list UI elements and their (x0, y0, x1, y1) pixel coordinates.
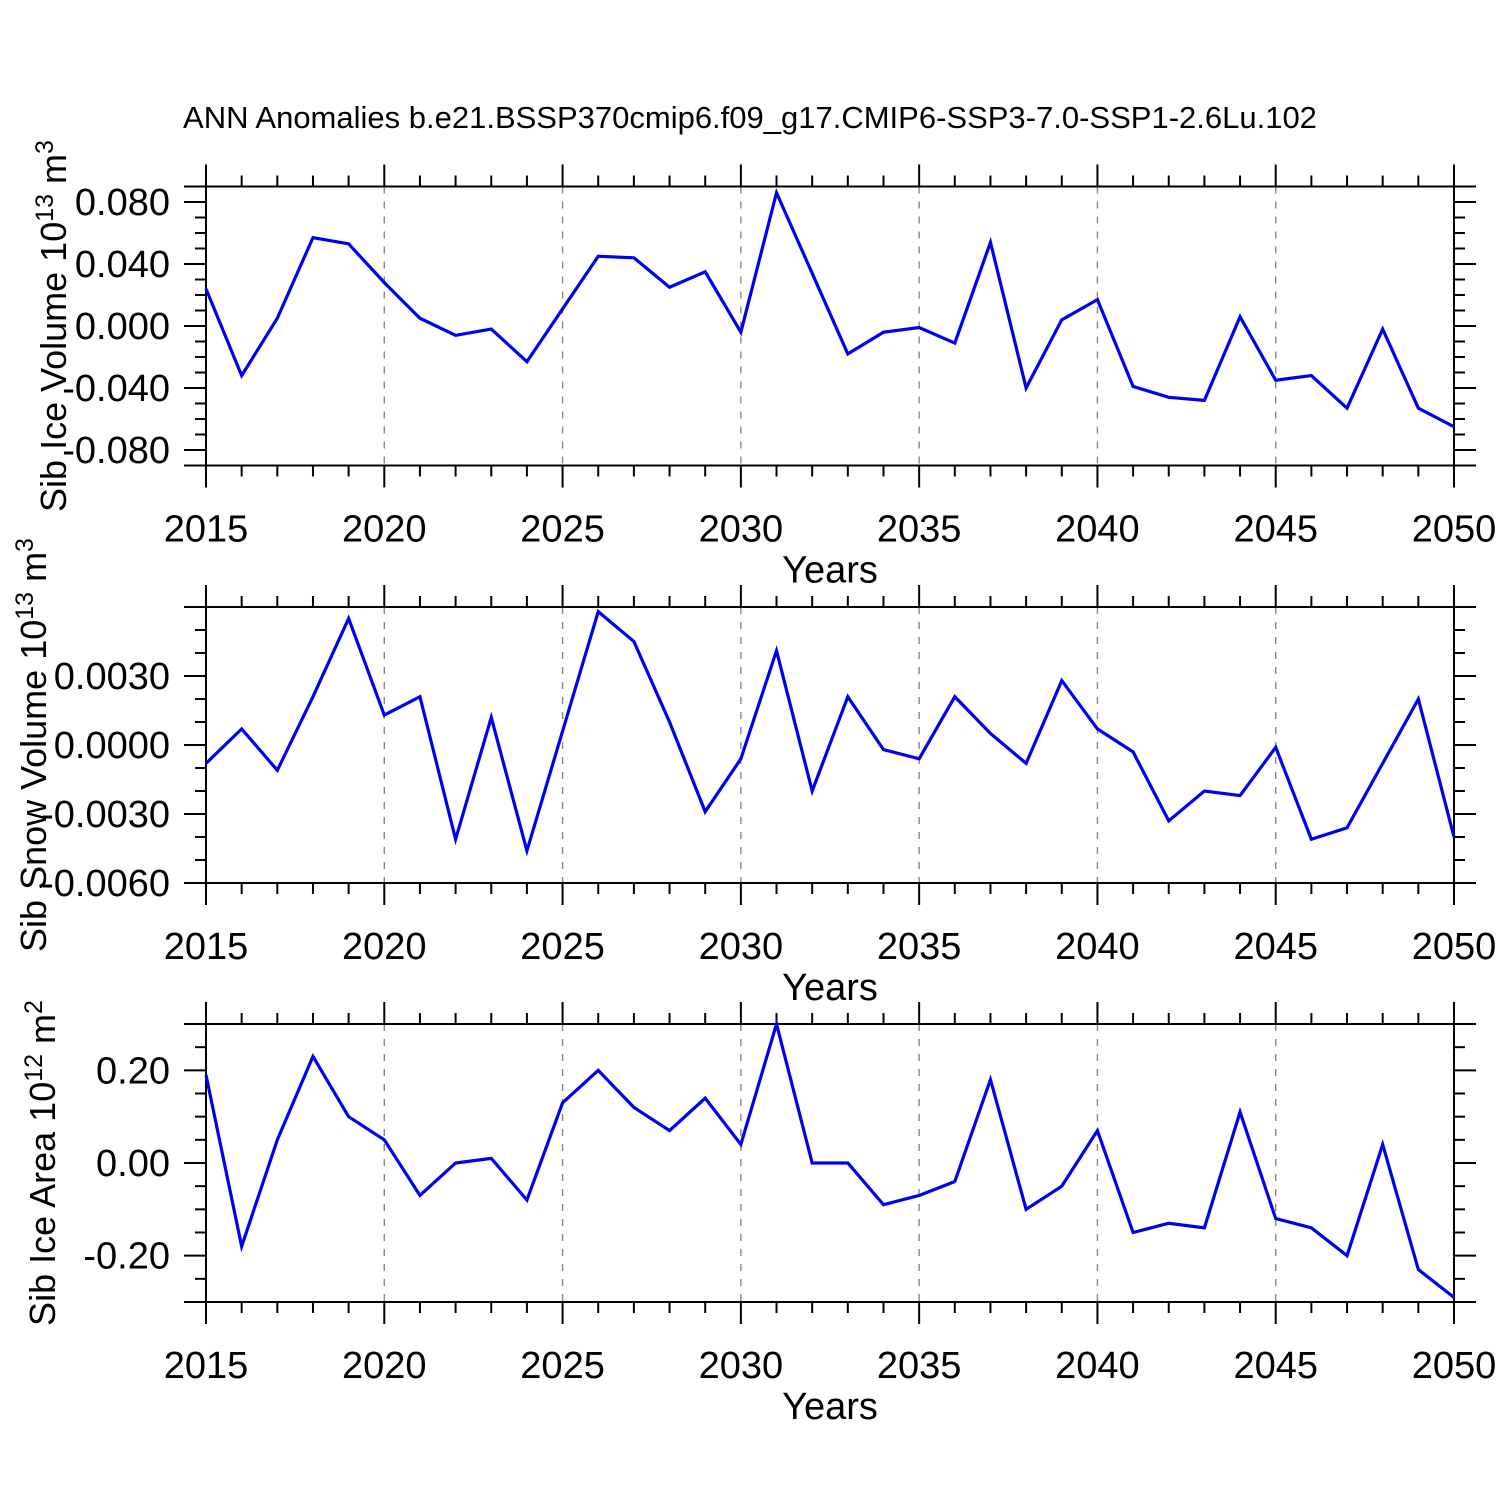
y-axis-title: Sib Ice Area 1012 m2 (20, 1000, 63, 1326)
figure-title: ANN Anomalies b.e21.BSSP370cmip6.f09_g17… (183, 100, 1317, 135)
y-tick-label: 0.0030 (54, 656, 170, 698)
x-tick-label: 2025 (520, 1345, 605, 1387)
x-tick-label: 2020 (342, 1345, 427, 1387)
x-tick-label: 2045 (1233, 1345, 1318, 1387)
sib-ice-volume-data-line (204, 187, 1455, 429)
y-tick-label: 0.000 (75, 306, 170, 348)
y-tick-label: -0.0030 (41, 794, 170, 836)
y-tick-label: 0.0000 (54, 725, 170, 767)
x-tick-label: 2050 (1412, 1345, 1497, 1387)
sib-ice-volume-chart: 0.080 0.040 0.000 -0.040 -0.080 2015 2020 2025 2… (31, 140, 1496, 591)
x-tick-label: 2035 (877, 509, 962, 551)
y-tick-label: -0.20 (83, 1236, 170, 1278)
y-tick-label: -0.080 (62, 430, 170, 472)
x-axis-title: Years (782, 550, 878, 592)
x-tick-label: 2025 (520, 509, 605, 551)
y-tick-label: 0.080 (75, 182, 170, 224)
x-tick-label: 2020 (342, 926, 427, 968)
x-tick-label: 2035 (877, 926, 962, 968)
y-tick-label: 0.20 (96, 1050, 170, 1092)
x-tick-label: 2035 (877, 1345, 962, 1387)
y-axis-title: Sib Snow Volume 1013 m3 (11, 538, 54, 952)
y-tick-label: 0.040 (75, 244, 170, 286)
x-tick-label: 2015 (164, 1345, 249, 1387)
y-axis-title: Sib Ice Volume 1013 m3 (31, 140, 74, 512)
sib-ice-area-chart: 0.20 0.00 -0.20 2015 2020 2025 2030 2035 2040 204… (20, 1000, 1496, 1428)
y-tick-label: -0.0060 (41, 863, 170, 905)
x-tick-label: 2030 (699, 926, 784, 968)
x-tick-label: 2040 (1055, 1345, 1140, 1387)
x-axis-title: Years (782, 967, 878, 1009)
x-tick-label: 2015 (164, 926, 249, 968)
sib-snow-volume-data-line (204, 608, 1456, 857)
x-tick-label: 2045 (1233, 926, 1318, 968)
x-tick-label: 2030 (699, 509, 784, 551)
x-tick-label: 2025 (520, 926, 605, 968)
sib-snow-volume-chart: 0.0030 0.0000 -0.0030 -0.0060 2015 2020 2025 20… (11, 538, 1496, 1009)
x-tick-label: 2050 (1412, 509, 1497, 551)
x-tick-label: 2020 (342, 509, 427, 551)
x-tick-label: 2040 (1055, 509, 1140, 551)
x-axis-title: Years (782, 1386, 878, 1428)
x-tick-label: 2030 (699, 1345, 784, 1387)
y-tick-label: -0.040 (62, 368, 170, 410)
y-tick-label: 0.00 (96, 1143, 170, 1185)
sib-ice-area-data-line (204, 1017, 1455, 1299)
x-tick-label: 2050 (1412, 926, 1497, 968)
x-tick-label: 2015 (164, 509, 249, 551)
x-tick-label: 2045 (1233, 509, 1318, 551)
x-tick-label: 2040 (1055, 926, 1140, 968)
